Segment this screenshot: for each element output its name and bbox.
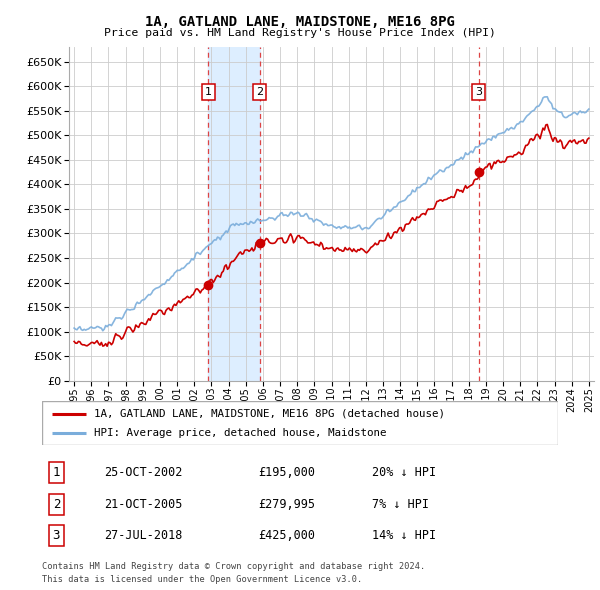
Text: 1: 1: [53, 466, 60, 479]
Text: 20% ↓ HPI: 20% ↓ HPI: [372, 466, 436, 479]
Text: Price paid vs. HM Land Registry's House Price Index (HPI): Price paid vs. HM Land Registry's House …: [104, 28, 496, 38]
Text: 1A, GATLAND LANE, MAIDSTONE, ME16 8PG: 1A, GATLAND LANE, MAIDSTONE, ME16 8PG: [145, 15, 455, 29]
Text: 1: 1: [205, 87, 212, 97]
Text: 27-JUL-2018: 27-JUL-2018: [104, 529, 182, 542]
Text: £425,000: £425,000: [259, 529, 316, 542]
Text: £195,000: £195,000: [259, 466, 316, 479]
Bar: [208, 47, 260, 381]
Text: 2: 2: [256, 87, 263, 97]
Text: 7% ↓ HPI: 7% ↓ HPI: [372, 497, 429, 510]
Text: £279,995: £279,995: [259, 497, 316, 510]
Text: 3: 3: [475, 87, 482, 97]
Text: HPI: Average price, detached house, Maidstone: HPI: Average price, detached house, Maid…: [94, 428, 386, 438]
Text: 21-OCT-2005: 21-OCT-2005: [104, 497, 182, 510]
Text: 14% ↓ HPI: 14% ↓ HPI: [372, 529, 436, 542]
Text: This data is licensed under the Open Government Licence v3.0.: This data is licensed under the Open Gov…: [42, 575, 362, 584]
Text: Contains HM Land Registry data © Crown copyright and database right 2024.: Contains HM Land Registry data © Crown c…: [42, 562, 425, 571]
Text: 25-OCT-2002: 25-OCT-2002: [104, 466, 182, 479]
Text: 2: 2: [53, 497, 60, 510]
Text: 1A, GATLAND LANE, MAIDSTONE, ME16 8PG (detached house): 1A, GATLAND LANE, MAIDSTONE, ME16 8PG (d…: [94, 409, 445, 418]
Text: 3: 3: [53, 529, 60, 542]
